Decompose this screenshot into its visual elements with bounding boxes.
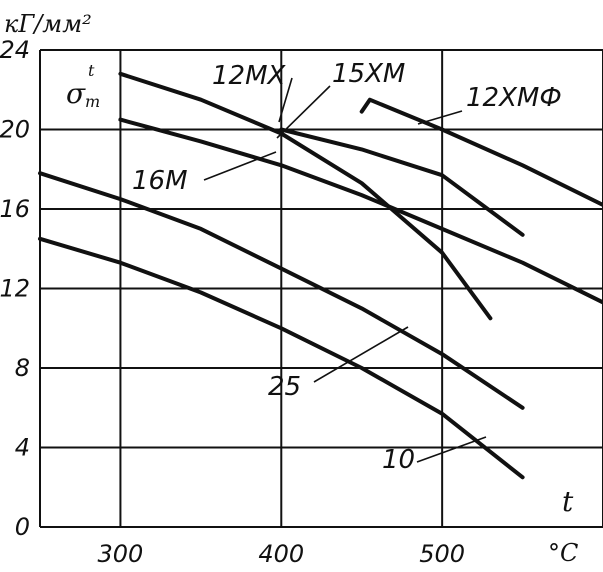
series-curve (38, 236, 525, 480)
label-leaders (203, 77, 487, 463)
x-axis-unit: °C (548, 539, 578, 567)
x-tick-label: 500 (419, 540, 465, 568)
curves (38, 71, 603, 480)
y-tick-label: 4 (15, 434, 30, 462)
y-tick-label: 0 (15, 513, 30, 541)
leader-line (417, 110, 463, 125)
leader-line (278, 77, 293, 123)
series-curve (359, 97, 603, 207)
y-tick-label: 24 (0, 36, 30, 64)
series-label: 10 (382, 445, 415, 475)
x-tick-label: 400 (258, 540, 304, 568)
y-axis-symbol: σ (66, 77, 86, 110)
series-curve (38, 171, 525, 410)
leader-line (416, 436, 487, 463)
x-tick-label: 300 (98, 540, 144, 568)
y-tick-label: 8 (15, 354, 30, 382)
y-axis-superscript: t (88, 61, 95, 80)
labels: 0 4 8 12 16 20 24 300 400 500 12МХ 15ХМ 12ХМФ 16М 25 10 (0, 36, 562, 568)
series-curve (279, 127, 525, 237)
y-tick-label: 12 (0, 275, 30, 303)
y-tick-label: 16 (0, 195, 30, 223)
leader-line (313, 326, 409, 383)
series-label: 16М (132, 166, 188, 196)
y-axis-unit: кГ/мм² (4, 10, 92, 38)
y-axis-subscript: т (85, 92, 100, 111)
series-curve (118, 71, 493, 321)
leader-line (276, 85, 331, 139)
series-label: 15ХМ (332, 59, 405, 89)
x-axis-symbol: t (562, 485, 574, 518)
y-tick-label: 20 (0, 116, 30, 144)
series-label: 12МХ (212, 61, 287, 91)
leader-line (203, 151, 277, 181)
series-label: 25 (268, 372, 301, 402)
series-label: 12ХМФ (466, 83, 562, 113)
series-curve (118, 117, 603, 305)
